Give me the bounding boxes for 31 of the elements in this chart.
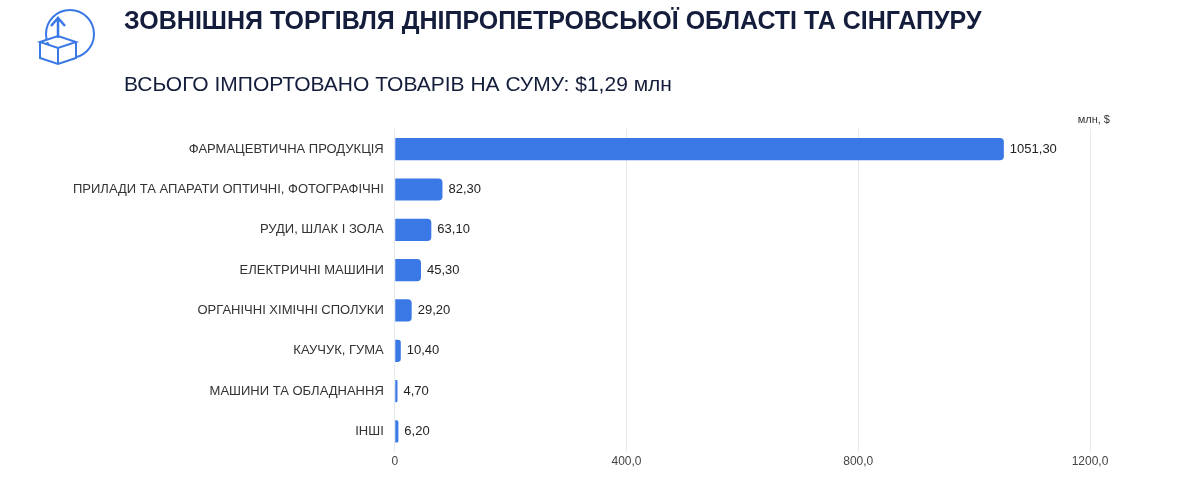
x-tick-label: 1200,0 [1071, 454, 1109, 469]
y-tick-label: ПРИЛАДИ ТА АПАРАТИ ОПТИЧНІ, ФОТОГРАФІЧНІ [72, 181, 384, 197]
bar [395, 178, 443, 201]
y-tick-label: МАШИНИ ТА ОБЛАДНАННЯ [209, 382, 384, 398]
y-tick-label: РУДИ, ШЛАК І ЗОЛА [259, 221, 385, 237]
data-label: 1051,30 [1009, 140, 1057, 156]
chart-title: ЗОВНІШНЯ ТОРГІВЛЯ ДНІПРОПЕТРОВСЬКОЇ ОБЛАСТІ ТА СІНГАПУРУ [124, 6, 983, 35]
bar [395, 259, 422, 282]
x-axis-title: млн, $ [1077, 112, 1110, 125]
y-tick-label: ОРГАНІЧНІ ХІМІЧНІ СПОЛУКИ [197, 302, 384, 318]
bar [395, 299, 412, 322]
y-tick-label: ІНШІ [355, 423, 384, 439]
bar [395, 380, 398, 403]
x-tick-label: 800,0 [843, 454, 874, 469]
y-tick-label: КАУЧУК, ГУМА [293, 342, 385, 358]
data-label: 10,40 [406, 342, 440, 358]
chart-subtitle: ВСЬОГО ІМПОРТОВАНО ТОВАРІВ НА СУМУ: $1,29 млн [124, 72, 672, 96]
bar [395, 339, 401, 362]
bar [395, 218, 432, 241]
y-tick-label: ЕЛЕКТРИЧНІ МАШИНИ [239, 261, 384, 277]
x-tick-label: 400,0 [611, 454, 642, 469]
data-label: 63,10 [437, 221, 470, 237]
x-tick-label: 0 [391, 454, 399, 469]
bar [395, 420, 399, 443]
data-label: 6,20 [404, 423, 430, 439]
data-label: 4,70 [403, 382, 429, 398]
data-label: 29,20 [417, 302, 451, 318]
data-label: 82,30 [448, 181, 481, 197]
bar [395, 138, 1004, 161]
y-tick-label: ФАРМАЦЕВТИЧНА ПРОДУКЦІЯ [188, 140, 384, 156]
data-label: 45,30 [427, 261, 460, 277]
